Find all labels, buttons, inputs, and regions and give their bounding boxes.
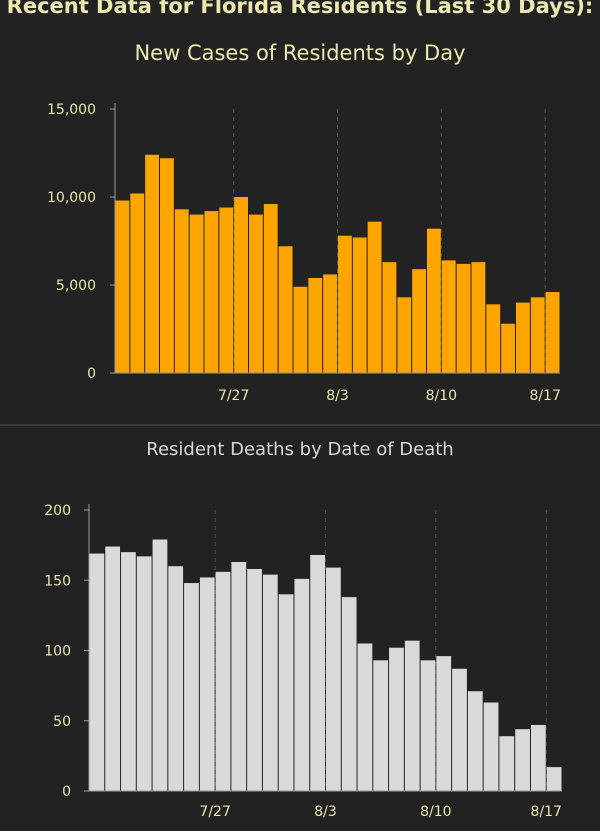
deaths-y-tick-label: 50 [53, 714, 71, 730]
deaths-bar [499, 736, 515, 791]
cases-bar [352, 237, 367, 373]
deaths-bar [452, 668, 467, 791]
deaths-x-tick-label: 7/27 [199, 804, 230, 820]
cases-y-tick-label: 15,000 [47, 102, 96, 118]
deaths-bar [231, 561, 247, 791]
cases-bar [427, 228, 441, 373]
cases-bar [234, 197, 248, 373]
deaths-bar [404, 640, 420, 791]
deaths-x-tick-label: 8/17 [531, 804, 562, 820]
deaths-bar [373, 660, 389, 791]
deaths-bar [121, 552, 136, 791]
deaths-chart-title: Resident Deaths by Date of Death [146, 439, 453, 460]
cases-bar [486, 304, 501, 373]
deaths-bar [136, 556, 152, 791]
new-cases-chart: New Cases of Residents by Day 0 5,000 10,00… [47, 41, 561, 404]
cases-bar [412, 269, 426, 373]
deaths-bar [105, 546, 121, 791]
deaths-bar [420, 660, 436, 791]
deaths-bar [184, 583, 199, 791]
cases-bar [456, 263, 471, 373]
deaths-bar [199, 577, 215, 791]
cases-bar [278, 246, 293, 373]
deaths-bar [326, 567, 341, 791]
panel-divider [0, 424, 600, 426]
cases-bar [545, 292, 560, 373]
cases-chart-title: New Cases of Residents by Day [134, 41, 465, 65]
deaths-bar [467, 691, 483, 791]
cases-bar [249, 214, 263, 373]
cases-x-tick-label: 8/10 [426, 388, 457, 404]
cases-bar [530, 297, 545, 373]
deaths-bar [389, 647, 404, 791]
cases-bar [115, 200, 130, 373]
cases-bar [308, 277, 323, 373]
deaths-bar [341, 597, 357, 791]
deaths-bar [310, 554, 325, 791]
deaths-bar [483, 702, 499, 791]
cases-bar [160, 158, 174, 373]
deaths-bar [357, 643, 373, 791]
deaths-x-tick-label: 8/3 [314, 804, 337, 820]
deaths-bar [278, 594, 294, 791]
cases-y-tick-label: 10,000 [47, 190, 96, 206]
cases-x-tick-label: 7/27 [218, 388, 249, 404]
deaths-bar [89, 553, 105, 791]
cases-y-tick-label: 0 [87, 366, 96, 382]
dashboard-title: Recent Data for Florida Residents (Last … [6, 0, 594, 18]
cases-bar [338, 235, 352, 373]
cases-bar [219, 207, 234, 373]
deaths-bar [215, 571, 231, 791]
deaths-y-tick-label: 150 [44, 573, 71, 589]
cases-bar [397, 297, 412, 373]
deaths-x-tick-label: 8/10 [420, 804, 451, 820]
cases-bar [263, 204, 278, 373]
cases-bar [174, 209, 189, 373]
deaths-bar [262, 574, 278, 791]
deaths-y-tick-label: 100 [44, 644, 71, 660]
cases-bar [130, 193, 145, 373]
deaths-y-tick-label: 200 [44, 503, 71, 519]
deaths-bar [515, 729, 530, 791]
deaths-bar [294, 578, 310, 791]
deaths-bar [168, 566, 184, 791]
cases-x-tick-label: 8/17 [529, 388, 560, 404]
deaths-bar [546, 767, 562, 791]
cases-bar [367, 221, 382, 373]
deaths-bar [247, 569, 262, 791]
cases-bar [516, 302, 530, 373]
cases-bar [471, 262, 486, 373]
cases-bar [382, 262, 397, 373]
cases-x-tick-label: 8/3 [326, 388, 349, 404]
deaths-bar [436, 656, 452, 791]
cases-bar [501, 323, 515, 373]
cases-bar [441, 260, 456, 373]
resident-deaths-chart: Resident Deaths by Date of Death 0 50 100 15… [44, 439, 562, 820]
cases-bar [204, 211, 219, 373]
deaths-bar [152, 539, 168, 791]
deaths-y-tick-label: 0 [62, 784, 71, 800]
deaths-bar [530, 724, 546, 791]
cases-bar [145, 154, 159, 373]
cases-y-tick-label: 5,000 [56, 278, 96, 294]
cases-bar [189, 214, 204, 373]
cases-bar [323, 274, 337, 373]
cases-bar [293, 286, 308, 373]
